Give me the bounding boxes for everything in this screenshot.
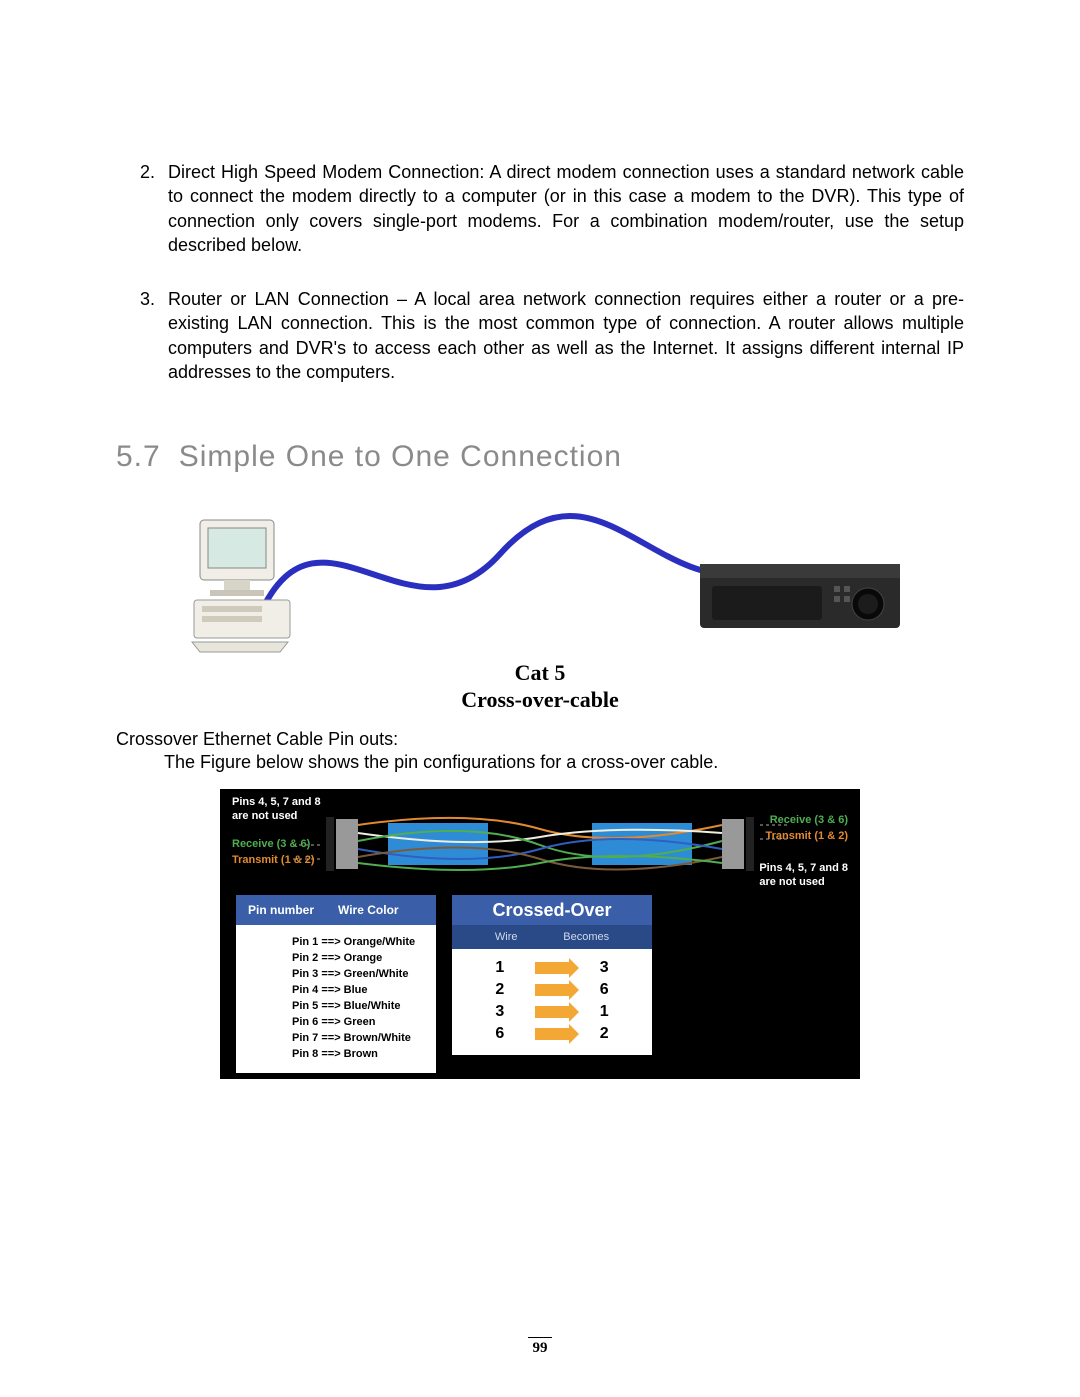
section-title: Simple One to One Connection bbox=[179, 440, 622, 473]
cross-a: 3 bbox=[495, 1003, 504, 1021]
cross-sub-wire: Wire bbox=[495, 931, 518, 943]
cross-row: 2 6 bbox=[452, 979, 652, 1001]
cross-a: 1 bbox=[495, 959, 504, 977]
pin-row: Pin 3 ==> Green/White bbox=[292, 967, 430, 983]
page-number: 99 bbox=[0, 1337, 1080, 1357]
pin-table-header: Pin number Wire Color bbox=[236, 895, 436, 925]
list-item-text: Direct High Speed Modem Connection: A di… bbox=[168, 160, 964, 257]
arrow-icon bbox=[535, 984, 569, 996]
cross-b: 6 bbox=[600, 981, 609, 999]
pin-header-color: Wire Color bbox=[338, 903, 399, 917]
pinout-intro-1: Crossover Ethernet Cable Pin outs: bbox=[116, 729, 964, 750]
pin-row: Pin 7 ==> Brown/White bbox=[292, 1031, 430, 1047]
cross-a: 6 bbox=[495, 1025, 504, 1043]
section-heading: 5.7 Simple One to One Connection bbox=[116, 440, 964, 474]
list-item-3: 3. Router or LAN Connection – A local ar… bbox=[140, 287, 964, 384]
arrow-icon bbox=[535, 1006, 569, 1018]
caption-line: Cross-over-cable bbox=[180, 687, 900, 713]
label-left-receive: Receive (3 & 6) bbox=[232, 837, 310, 851]
cross-a: 2 bbox=[495, 981, 504, 999]
label-right-receive: Receive (3 & 6) bbox=[770, 813, 848, 827]
list-item-number: 2. bbox=[140, 160, 168, 257]
pinout-diagram: Pins 4, 5, 7 and 8 are not used Receive … bbox=[220, 789, 860, 1079]
list-item-text: Router or LAN Connection – A local area … bbox=[168, 287, 964, 384]
cross-row: 6 2 bbox=[452, 1023, 652, 1045]
cross-row: 3 1 bbox=[452, 1001, 652, 1023]
caption-line: Cat 5 bbox=[180, 660, 900, 686]
diagram-caption: Cat 5 Cross-over-cable bbox=[180, 660, 900, 713]
crossed-over-body: 1 3 2 6 3 1 6 2 bbox=[452, 949, 652, 1055]
connection-diagram-svg bbox=[180, 494, 900, 654]
label-left-transmit: Transmit (1 & 2) bbox=[232, 853, 315, 867]
pin-table-body: Pin 1 ==> Orange/White Pin 2 ==> Orange … bbox=[236, 925, 436, 1073]
pin-row: Pin 1 ==> Orange/White bbox=[292, 935, 430, 951]
pin-header-num: Pin number bbox=[248, 903, 338, 917]
label-right-transmit: Transmit (1 & 2) bbox=[765, 829, 848, 843]
crossed-over-subheader: Wire Becomes bbox=[452, 925, 652, 949]
cross-sub-becomes: Becomes bbox=[563, 931, 609, 943]
pin-row: Pin 2 ==> Orange bbox=[292, 951, 430, 967]
crossed-over-header: Crossed-Over bbox=[452, 895, 652, 925]
label-right-unused: Pins 4, 5, 7 and 8 are not used bbox=[759, 861, 848, 890]
list-item-2: 2. Direct High Speed Modem Connection: A… bbox=[140, 160, 964, 257]
pin-row: Pin 8 ==> Brown bbox=[292, 1047, 430, 1063]
cross-b: 2 bbox=[600, 1025, 609, 1043]
label-left-unused: Pins 4, 5, 7 and 8 are not used bbox=[232, 795, 321, 824]
pin-row: Pin 5 ==> Blue/White bbox=[292, 999, 430, 1015]
cross-b: 3 bbox=[600, 959, 609, 977]
pinout-intro-2: The Figure below shows the pin configura… bbox=[164, 752, 964, 773]
pin-row: Pin 6 ==> Green bbox=[292, 1015, 430, 1031]
pin-row: Pin 4 ==> Blue bbox=[292, 983, 430, 999]
section-number: 5.7 bbox=[116, 440, 161, 473]
pinout-top: Pins 4, 5, 7 and 8 are not used Receive … bbox=[220, 789, 860, 893]
cross-row: 1 3 bbox=[452, 957, 652, 979]
arrow-icon bbox=[535, 962, 569, 974]
arrow-icon bbox=[535, 1028, 569, 1040]
page: 2. Direct High Speed Modem Connection: A… bbox=[0, 0, 1080, 1397]
connection-diagram: Cat 5 Cross-over-cable bbox=[180, 494, 900, 713]
list-item-number: 3. bbox=[140, 287, 168, 384]
cross-b: 1 bbox=[600, 1003, 609, 1021]
